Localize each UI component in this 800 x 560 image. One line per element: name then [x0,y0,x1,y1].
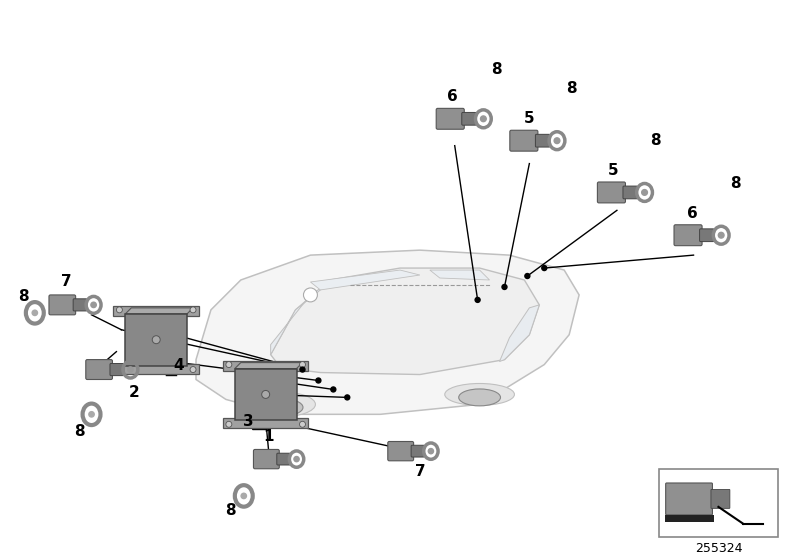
Polygon shape [196,250,579,414]
Text: 8: 8 [226,503,236,519]
FancyBboxPatch shape [49,295,76,315]
Text: 6: 6 [447,90,458,104]
Polygon shape [430,270,490,280]
FancyBboxPatch shape [388,441,414,461]
Circle shape [345,395,350,400]
Circle shape [299,421,306,427]
Circle shape [428,449,434,454]
Text: 8: 8 [650,133,661,148]
Polygon shape [235,362,302,368]
Circle shape [190,367,196,372]
FancyBboxPatch shape [623,186,638,199]
FancyBboxPatch shape [411,445,425,457]
Circle shape [117,367,122,372]
FancyBboxPatch shape [114,306,199,316]
Text: 6: 6 [687,206,698,221]
Circle shape [152,336,160,344]
Circle shape [303,288,318,302]
FancyBboxPatch shape [254,450,279,469]
Circle shape [294,456,299,461]
FancyBboxPatch shape [462,113,476,125]
Circle shape [300,367,305,372]
Circle shape [525,273,530,278]
Ellipse shape [458,389,501,406]
Text: 3: 3 [243,414,254,429]
Circle shape [226,362,232,367]
Text: 8: 8 [566,81,577,96]
Text: 8: 8 [491,62,502,77]
Circle shape [89,412,94,417]
Ellipse shape [445,384,514,405]
Circle shape [32,310,38,315]
FancyBboxPatch shape [235,368,297,421]
FancyBboxPatch shape [86,360,113,380]
Circle shape [502,284,507,290]
Circle shape [331,387,336,392]
Text: 2: 2 [129,385,140,400]
FancyBboxPatch shape [114,363,199,374]
Circle shape [481,116,486,122]
FancyBboxPatch shape [73,299,87,311]
Circle shape [316,378,321,383]
Polygon shape [310,270,420,290]
Text: 255324: 255324 [694,542,742,555]
Text: 4: 4 [174,358,185,373]
Circle shape [475,297,480,302]
Circle shape [128,367,133,372]
Circle shape [226,421,232,427]
Text: 1: 1 [263,429,274,444]
FancyBboxPatch shape [535,134,550,147]
Polygon shape [270,282,330,354]
FancyBboxPatch shape [598,182,626,203]
FancyBboxPatch shape [110,363,124,376]
Circle shape [190,307,196,313]
Text: 7: 7 [62,274,72,290]
FancyBboxPatch shape [277,453,290,465]
Polygon shape [270,268,539,375]
FancyBboxPatch shape [223,361,309,371]
Circle shape [117,307,122,313]
Ellipse shape [246,392,315,417]
FancyBboxPatch shape [126,314,187,366]
FancyBboxPatch shape [223,418,309,428]
Circle shape [542,265,546,270]
Circle shape [718,232,724,238]
Polygon shape [499,305,539,362]
Polygon shape [126,308,193,314]
FancyBboxPatch shape [436,108,464,129]
Text: 8: 8 [18,290,29,305]
Circle shape [642,190,647,195]
FancyBboxPatch shape [666,483,713,515]
Ellipse shape [258,398,303,416]
Circle shape [299,362,306,367]
Circle shape [91,302,96,307]
Circle shape [554,138,560,143]
Text: 8: 8 [74,424,85,438]
Text: 5: 5 [608,163,618,178]
Text: 7: 7 [414,464,426,479]
FancyBboxPatch shape [510,130,538,151]
FancyBboxPatch shape [674,225,702,246]
FancyBboxPatch shape [699,229,714,241]
Text: 5: 5 [524,111,534,127]
Text: 8: 8 [730,176,741,191]
Circle shape [241,493,246,498]
Bar [665,515,714,522]
Circle shape [262,390,270,398]
Bar [658,469,778,536]
FancyBboxPatch shape [711,489,730,508]
